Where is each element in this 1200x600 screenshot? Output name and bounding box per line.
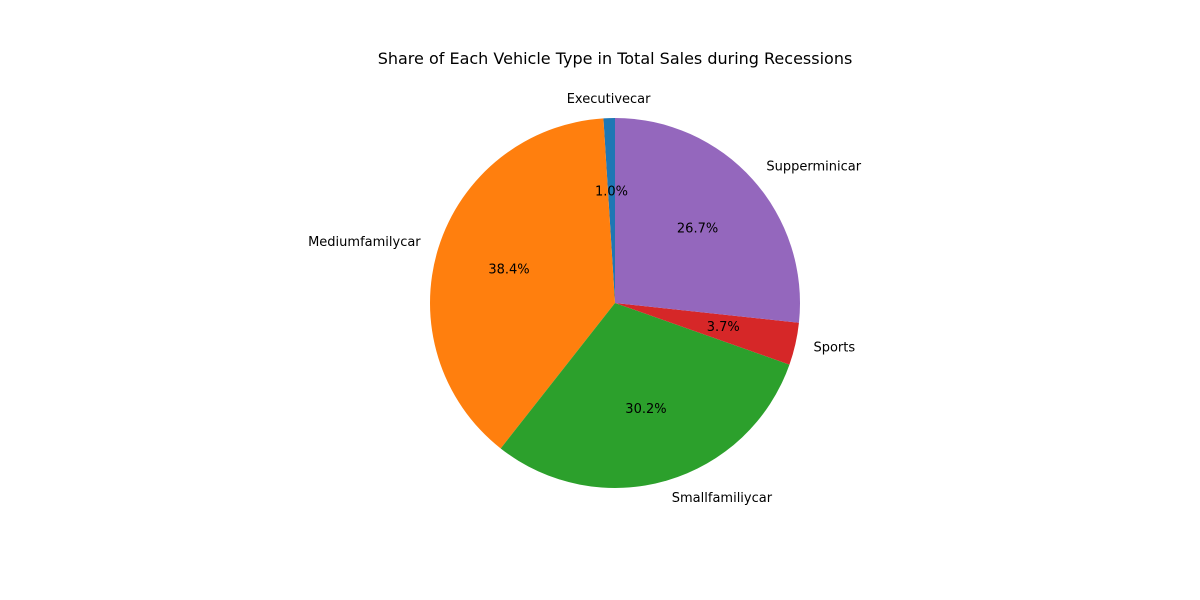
pie-slice-labels: Executivecar Mediumfamilycar Smallfamiliyc… (308, 92, 862, 506)
pie-percent-label: 3.7% (707, 320, 740, 335)
pie-slice-label: Sports (813, 341, 855, 356)
pie-slice-label: Mediumfamilycar (308, 235, 421, 250)
pie-slice-label: Smallfamiliycar (672, 491, 773, 506)
pie-slice-supperminicar (615, 118, 800, 323)
pie-slice-executivecar (603, 118, 615, 303)
pie-percent-label: 30.2% (625, 402, 666, 417)
pie-slice-smallfamiliycar (500, 303, 790, 488)
pie-percent-label: 26.7% (677, 221, 718, 236)
pie-slice-label: Supperminicar (766, 159, 861, 174)
pie-percent-labels: 1.0% 38.4% 30.2% 3.7% 26.7% (488, 185, 739, 418)
pie-percent-label: 38.4% (488, 263, 529, 278)
pie-slice-label: Executivecar (567, 92, 651, 107)
chart-title: Share of Each Vehicle Type in Total Sale… (378, 49, 853, 68)
pie-slice-mediumfamilycar (430, 118, 615, 449)
pie-slices (430, 118, 800, 488)
pie-percent-label: 1.0% (595, 185, 628, 200)
pie-slice-sports (615, 303, 799, 365)
